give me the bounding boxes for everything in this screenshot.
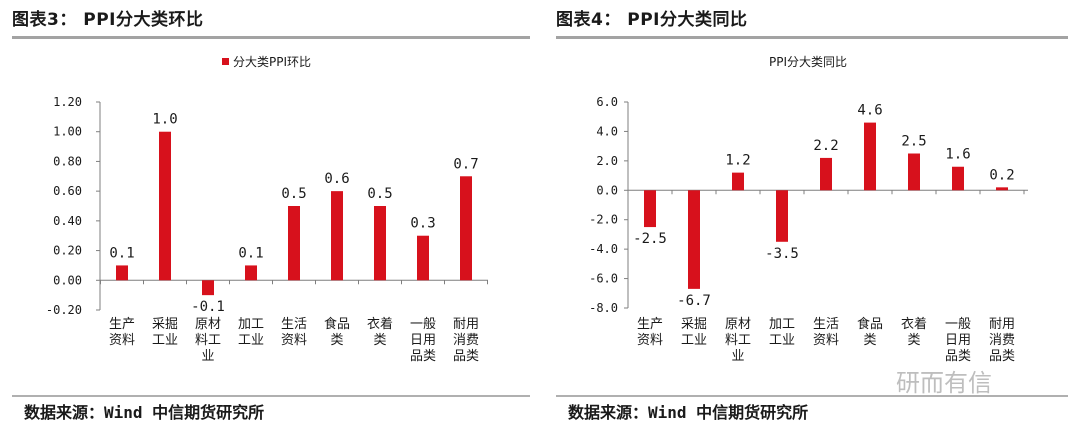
bar-3 xyxy=(776,190,788,242)
y-tick-label: -0.20 xyxy=(46,303,82,317)
data-label-5: 0.6 xyxy=(324,171,349,187)
y-tick-label: 0.80 xyxy=(53,154,82,168)
y-tick-label: -2.0 xyxy=(589,213,618,227)
data-label-2: 1.2 xyxy=(725,153,750,169)
bar-chart-yoy: -8.0 -6.0 -4.0 -2.0 0.0 2.0 4.0 6.0 -2.5 生产资料 -6.7… xyxy=(589,55,1028,364)
data-label-0: 0.1 xyxy=(109,245,134,261)
category-label-1: 采掘工业 xyxy=(152,317,178,348)
y-tick-label: 0.60 xyxy=(53,184,82,198)
bar-0 xyxy=(116,265,128,281)
figure-title: 图表4： PPI分大类同比 xyxy=(556,10,748,30)
y-tick-label: 0.40 xyxy=(53,214,82,228)
bar-8 xyxy=(460,176,472,281)
data-label-0: -2.5 xyxy=(633,231,667,247)
source-note: 数据来源：Wind 中信期货研究所 xyxy=(568,403,809,422)
data-label-2: -0.1 xyxy=(191,299,225,315)
bar-1 xyxy=(688,190,700,289)
y-tick-label: 1.00 xyxy=(53,125,82,139)
bar-2 xyxy=(202,280,214,296)
category-label-4: 生活资料 xyxy=(281,317,307,348)
data-label-6: 2.5 xyxy=(901,134,926,150)
bar-7 xyxy=(952,166,964,191)
watermark-logo: 研而有信 xyxy=(896,369,992,397)
chart-title: PPI分大类同比 xyxy=(769,55,847,69)
bar-1 xyxy=(159,131,171,281)
legend-label: 分大类PPI环比 xyxy=(233,55,311,69)
y-tick-label: 2.0 xyxy=(596,154,618,168)
bar-5 xyxy=(331,191,343,281)
title-divider xyxy=(556,36,1068,39)
bar-0 xyxy=(644,190,656,228)
category-label-2: 原材料工业 xyxy=(195,317,221,364)
figure-panel-right: 图表4： PPI分大类同比 -8.0 -6.0 -4.0 -2.0 0.0 2.0 4.0 6… xyxy=(556,0,1068,425)
y-tick-label: -4.0 xyxy=(589,242,618,256)
data-label-7: 0.3 xyxy=(410,216,435,232)
legend-swatch xyxy=(222,58,229,65)
data-label-3: 0.1 xyxy=(238,245,263,261)
bar-2 xyxy=(732,172,744,191)
category-label-3: 加工工业 xyxy=(769,317,795,348)
category-label-5: 食品类 xyxy=(324,316,350,348)
bar-7 xyxy=(417,235,429,281)
bar-4 xyxy=(288,206,300,281)
category-label-0: 生产资料 xyxy=(637,317,663,348)
bar-4 xyxy=(820,157,832,191)
category-label-3: 加工工业 xyxy=(238,317,264,348)
y-tick-label: 0.20 xyxy=(53,244,82,258)
figure-title: 图表3： PPI分大类环比 xyxy=(12,10,204,30)
source-divider xyxy=(556,395,1068,397)
y-tick-label: 0.0 xyxy=(596,183,618,197)
category-label-1: 采掘工业 xyxy=(681,317,707,348)
data-label-8: 0.7 xyxy=(453,156,478,172)
data-label-4: 0.5 xyxy=(281,186,306,202)
bar-3 xyxy=(245,265,257,281)
category-label-6: 衣着类 xyxy=(901,316,927,348)
y-tick-label: -6.0 xyxy=(589,272,618,286)
category-label-7: 一般日用品类 xyxy=(945,316,971,364)
category-label-2: 原材料工业 xyxy=(725,317,751,364)
y-tick-label: 6.0 xyxy=(596,95,618,109)
data-label-1: -6.7 xyxy=(677,293,711,309)
source-note: 数据来源：Wind 中信期货研究所 xyxy=(24,403,265,422)
data-label-3: -3.5 xyxy=(765,246,799,262)
data-label-8: 0.2 xyxy=(989,167,1014,183)
bar-8 xyxy=(996,187,1008,191)
data-label-5: 4.6 xyxy=(857,103,882,119)
bar-6 xyxy=(908,153,920,191)
source-divider xyxy=(12,395,530,397)
data-label-4: 2.2 xyxy=(813,138,838,154)
figure-panel-left: 图表3： PPI分大类环比 -0.20 0.00 0.20 0.40 0.60 0.80 1… xyxy=(12,0,530,425)
title-divider xyxy=(12,36,530,39)
category-label-5: 食品类 xyxy=(857,316,883,348)
category-label-7: 一般日用品类 xyxy=(410,316,436,364)
category-label-8: 耐用消费品类 xyxy=(453,317,479,364)
data-label-7: 1.6 xyxy=(945,147,970,163)
y-tick-label: 1.20 xyxy=(53,95,82,109)
y-tick-label: -8.0 xyxy=(589,301,618,315)
bar-5 xyxy=(864,122,876,191)
category-label-6: 衣着类 xyxy=(367,316,393,348)
y-tick-label: 4.0 xyxy=(596,124,618,138)
data-label-1: 1.0 xyxy=(152,112,177,128)
bar-6 xyxy=(374,206,386,281)
category-label-4: 生活资料 xyxy=(813,317,839,348)
category-label-8: 耐用消费品类 xyxy=(989,317,1015,364)
category-label-0: 生产资料 xyxy=(109,317,135,348)
data-label-6: 0.5 xyxy=(367,186,392,202)
y-tick-label: 0.00 xyxy=(53,273,82,287)
bar-chart-mom: -0.20 0.00 0.20 0.40 0.60 0.80 1.00 1.20 0.1 生产资料… xyxy=(46,55,488,364)
